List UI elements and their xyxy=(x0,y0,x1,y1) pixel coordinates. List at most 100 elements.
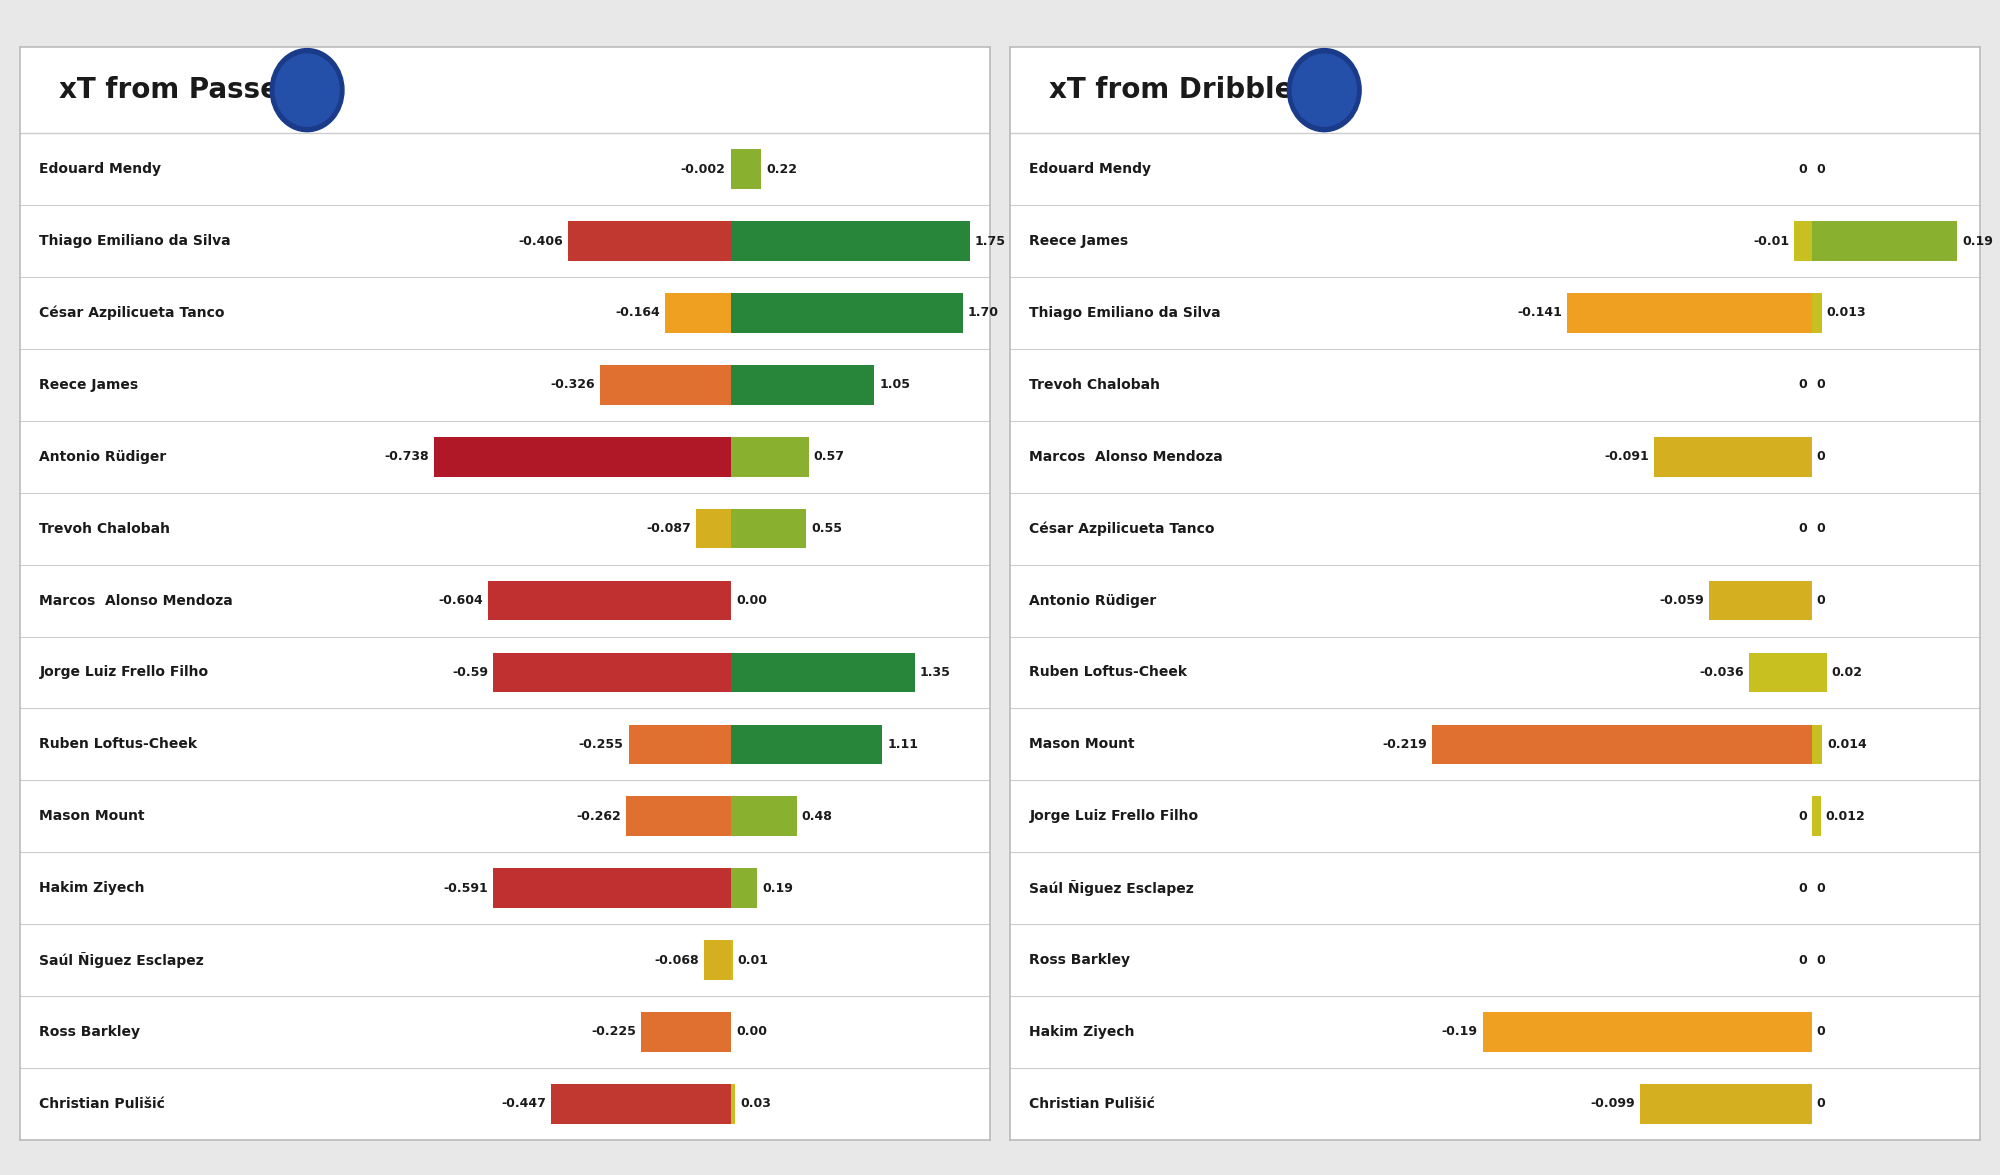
FancyBboxPatch shape xyxy=(1812,797,1820,835)
Text: -0.262: -0.262 xyxy=(576,810,620,822)
Text: 0.48: 0.48 xyxy=(802,810,832,822)
Text: 0: 0 xyxy=(1798,378,1806,391)
Text: Edouard Mendy: Edouard Mendy xyxy=(1030,162,1152,176)
Text: Mason Mount: Mason Mount xyxy=(40,810,146,824)
Text: 0.19: 0.19 xyxy=(762,881,792,894)
Text: 0: 0 xyxy=(1798,522,1806,535)
Text: -0.447: -0.447 xyxy=(502,1097,546,1110)
FancyBboxPatch shape xyxy=(1812,221,1958,261)
Text: 1.75: 1.75 xyxy=(974,235,1006,248)
Text: 0: 0 xyxy=(1798,162,1806,176)
Text: Thiago Emiliano da Silva: Thiago Emiliano da Silva xyxy=(1030,306,1222,320)
Text: 1.05: 1.05 xyxy=(880,378,910,391)
Text: Mason Mount: Mason Mount xyxy=(1030,738,1136,751)
Text: 1.70: 1.70 xyxy=(968,307,998,320)
FancyBboxPatch shape xyxy=(1432,725,1812,764)
FancyBboxPatch shape xyxy=(1640,1085,1812,1123)
FancyBboxPatch shape xyxy=(488,580,732,620)
Text: 0: 0 xyxy=(1798,810,1806,822)
FancyBboxPatch shape xyxy=(494,868,732,908)
FancyBboxPatch shape xyxy=(1750,652,1812,692)
FancyBboxPatch shape xyxy=(626,797,732,835)
Text: -0.219: -0.219 xyxy=(1382,738,1428,751)
Text: Ross Barkley: Ross Barkley xyxy=(40,1025,140,1039)
Text: César Azpilicueta Tanco: César Azpilicueta Tanco xyxy=(40,306,224,321)
FancyBboxPatch shape xyxy=(732,1085,736,1123)
Text: xT from Passes: xT from Passes xyxy=(58,76,296,105)
Text: Hakim Ziyech: Hakim Ziyech xyxy=(1030,1025,1134,1039)
Text: -0.19: -0.19 xyxy=(1442,1026,1478,1039)
Text: -0.091: -0.091 xyxy=(1604,450,1650,463)
Text: 0: 0 xyxy=(1816,595,1826,607)
Text: Marcos  Alonso Mendoza: Marcos Alonso Mendoza xyxy=(1030,450,1224,464)
Text: 0: 0 xyxy=(1816,522,1826,535)
Text: -0.01: -0.01 xyxy=(1754,235,1790,248)
FancyBboxPatch shape xyxy=(696,509,732,549)
FancyBboxPatch shape xyxy=(732,294,962,333)
FancyBboxPatch shape xyxy=(1654,437,1812,477)
Text: Reece James: Reece James xyxy=(40,378,138,392)
Text: 0.00: 0.00 xyxy=(736,595,768,607)
Text: -0.002: -0.002 xyxy=(680,162,726,176)
Text: -0.406: -0.406 xyxy=(518,235,562,248)
Text: 0.03: 0.03 xyxy=(740,1097,772,1110)
FancyBboxPatch shape xyxy=(732,149,762,189)
Text: 0.22: 0.22 xyxy=(766,162,798,176)
FancyBboxPatch shape xyxy=(552,1085,732,1123)
Text: -0.225: -0.225 xyxy=(590,1026,636,1039)
Text: 0.55: 0.55 xyxy=(812,522,842,535)
Text: -0.591: -0.591 xyxy=(444,881,488,894)
Text: Marcos  Alonso Mendoza: Marcos Alonso Mendoza xyxy=(40,593,234,607)
Text: -0.059: -0.059 xyxy=(1660,595,1704,607)
Text: 0: 0 xyxy=(1798,881,1806,894)
Text: Edouard Mendy: Edouard Mendy xyxy=(40,162,162,176)
Text: Ruben Loftus-Cheek: Ruben Loftus-Cheek xyxy=(40,738,198,751)
FancyBboxPatch shape xyxy=(1812,652,1826,692)
FancyBboxPatch shape xyxy=(434,437,732,477)
Text: 0.014: 0.014 xyxy=(1828,738,1866,751)
FancyBboxPatch shape xyxy=(640,1012,732,1052)
FancyBboxPatch shape xyxy=(1812,294,1822,333)
Text: Christian Pulišić: Christian Pulišić xyxy=(40,1096,166,1110)
Text: Thiago Emiliano da Silva: Thiago Emiliano da Silva xyxy=(40,234,232,248)
Text: 0: 0 xyxy=(1816,1026,1826,1039)
Text: César Azpilicueta Tanco: César Azpilicueta Tanco xyxy=(1030,522,1214,536)
Text: Antonio Rüdiger: Antonio Rüdiger xyxy=(1030,593,1156,607)
FancyBboxPatch shape xyxy=(600,365,732,404)
Text: Antonio Rüdiger: Antonio Rüdiger xyxy=(40,450,166,464)
Text: 0.00: 0.00 xyxy=(736,1026,768,1039)
FancyBboxPatch shape xyxy=(1794,221,1812,261)
Text: -0.068: -0.068 xyxy=(654,954,700,967)
Text: Hakim Ziyech: Hakim Ziyech xyxy=(40,881,144,895)
Text: 1.11: 1.11 xyxy=(888,738,918,751)
FancyBboxPatch shape xyxy=(732,365,874,404)
FancyBboxPatch shape xyxy=(704,940,732,980)
Text: -0.164: -0.164 xyxy=(616,307,660,320)
Text: Saúl Ñiguez Esclapez: Saúl Ñiguez Esclapez xyxy=(1030,880,1194,897)
FancyBboxPatch shape xyxy=(568,221,732,261)
Text: -0.738: -0.738 xyxy=(384,450,428,463)
Circle shape xyxy=(276,54,340,126)
FancyBboxPatch shape xyxy=(732,437,808,477)
FancyBboxPatch shape xyxy=(1812,725,1822,764)
Text: 0: 0 xyxy=(1798,954,1806,967)
FancyBboxPatch shape xyxy=(1710,580,1812,620)
FancyBboxPatch shape xyxy=(732,509,806,549)
Text: Reece James: Reece James xyxy=(1030,234,1128,248)
Text: -0.255: -0.255 xyxy=(578,738,624,751)
Text: 0.02: 0.02 xyxy=(1832,666,1862,679)
Text: xT from Dribbles: xT from Dribbles xyxy=(1048,76,1310,105)
Text: -0.326: -0.326 xyxy=(550,378,596,391)
FancyBboxPatch shape xyxy=(666,294,732,333)
Text: 0: 0 xyxy=(1816,954,1826,967)
Text: 0: 0 xyxy=(1816,378,1826,391)
Text: 0.012: 0.012 xyxy=(1826,810,1866,822)
Text: 0.19: 0.19 xyxy=(1962,235,1992,248)
Circle shape xyxy=(270,48,344,132)
Text: Jorge Luiz Frello Filho: Jorge Luiz Frello Filho xyxy=(1030,810,1198,824)
Circle shape xyxy=(1292,54,1356,126)
Text: 0.013: 0.013 xyxy=(1826,307,1866,320)
Text: 0: 0 xyxy=(1816,1097,1826,1110)
Text: -0.141: -0.141 xyxy=(1518,307,1562,320)
FancyBboxPatch shape xyxy=(732,797,796,835)
